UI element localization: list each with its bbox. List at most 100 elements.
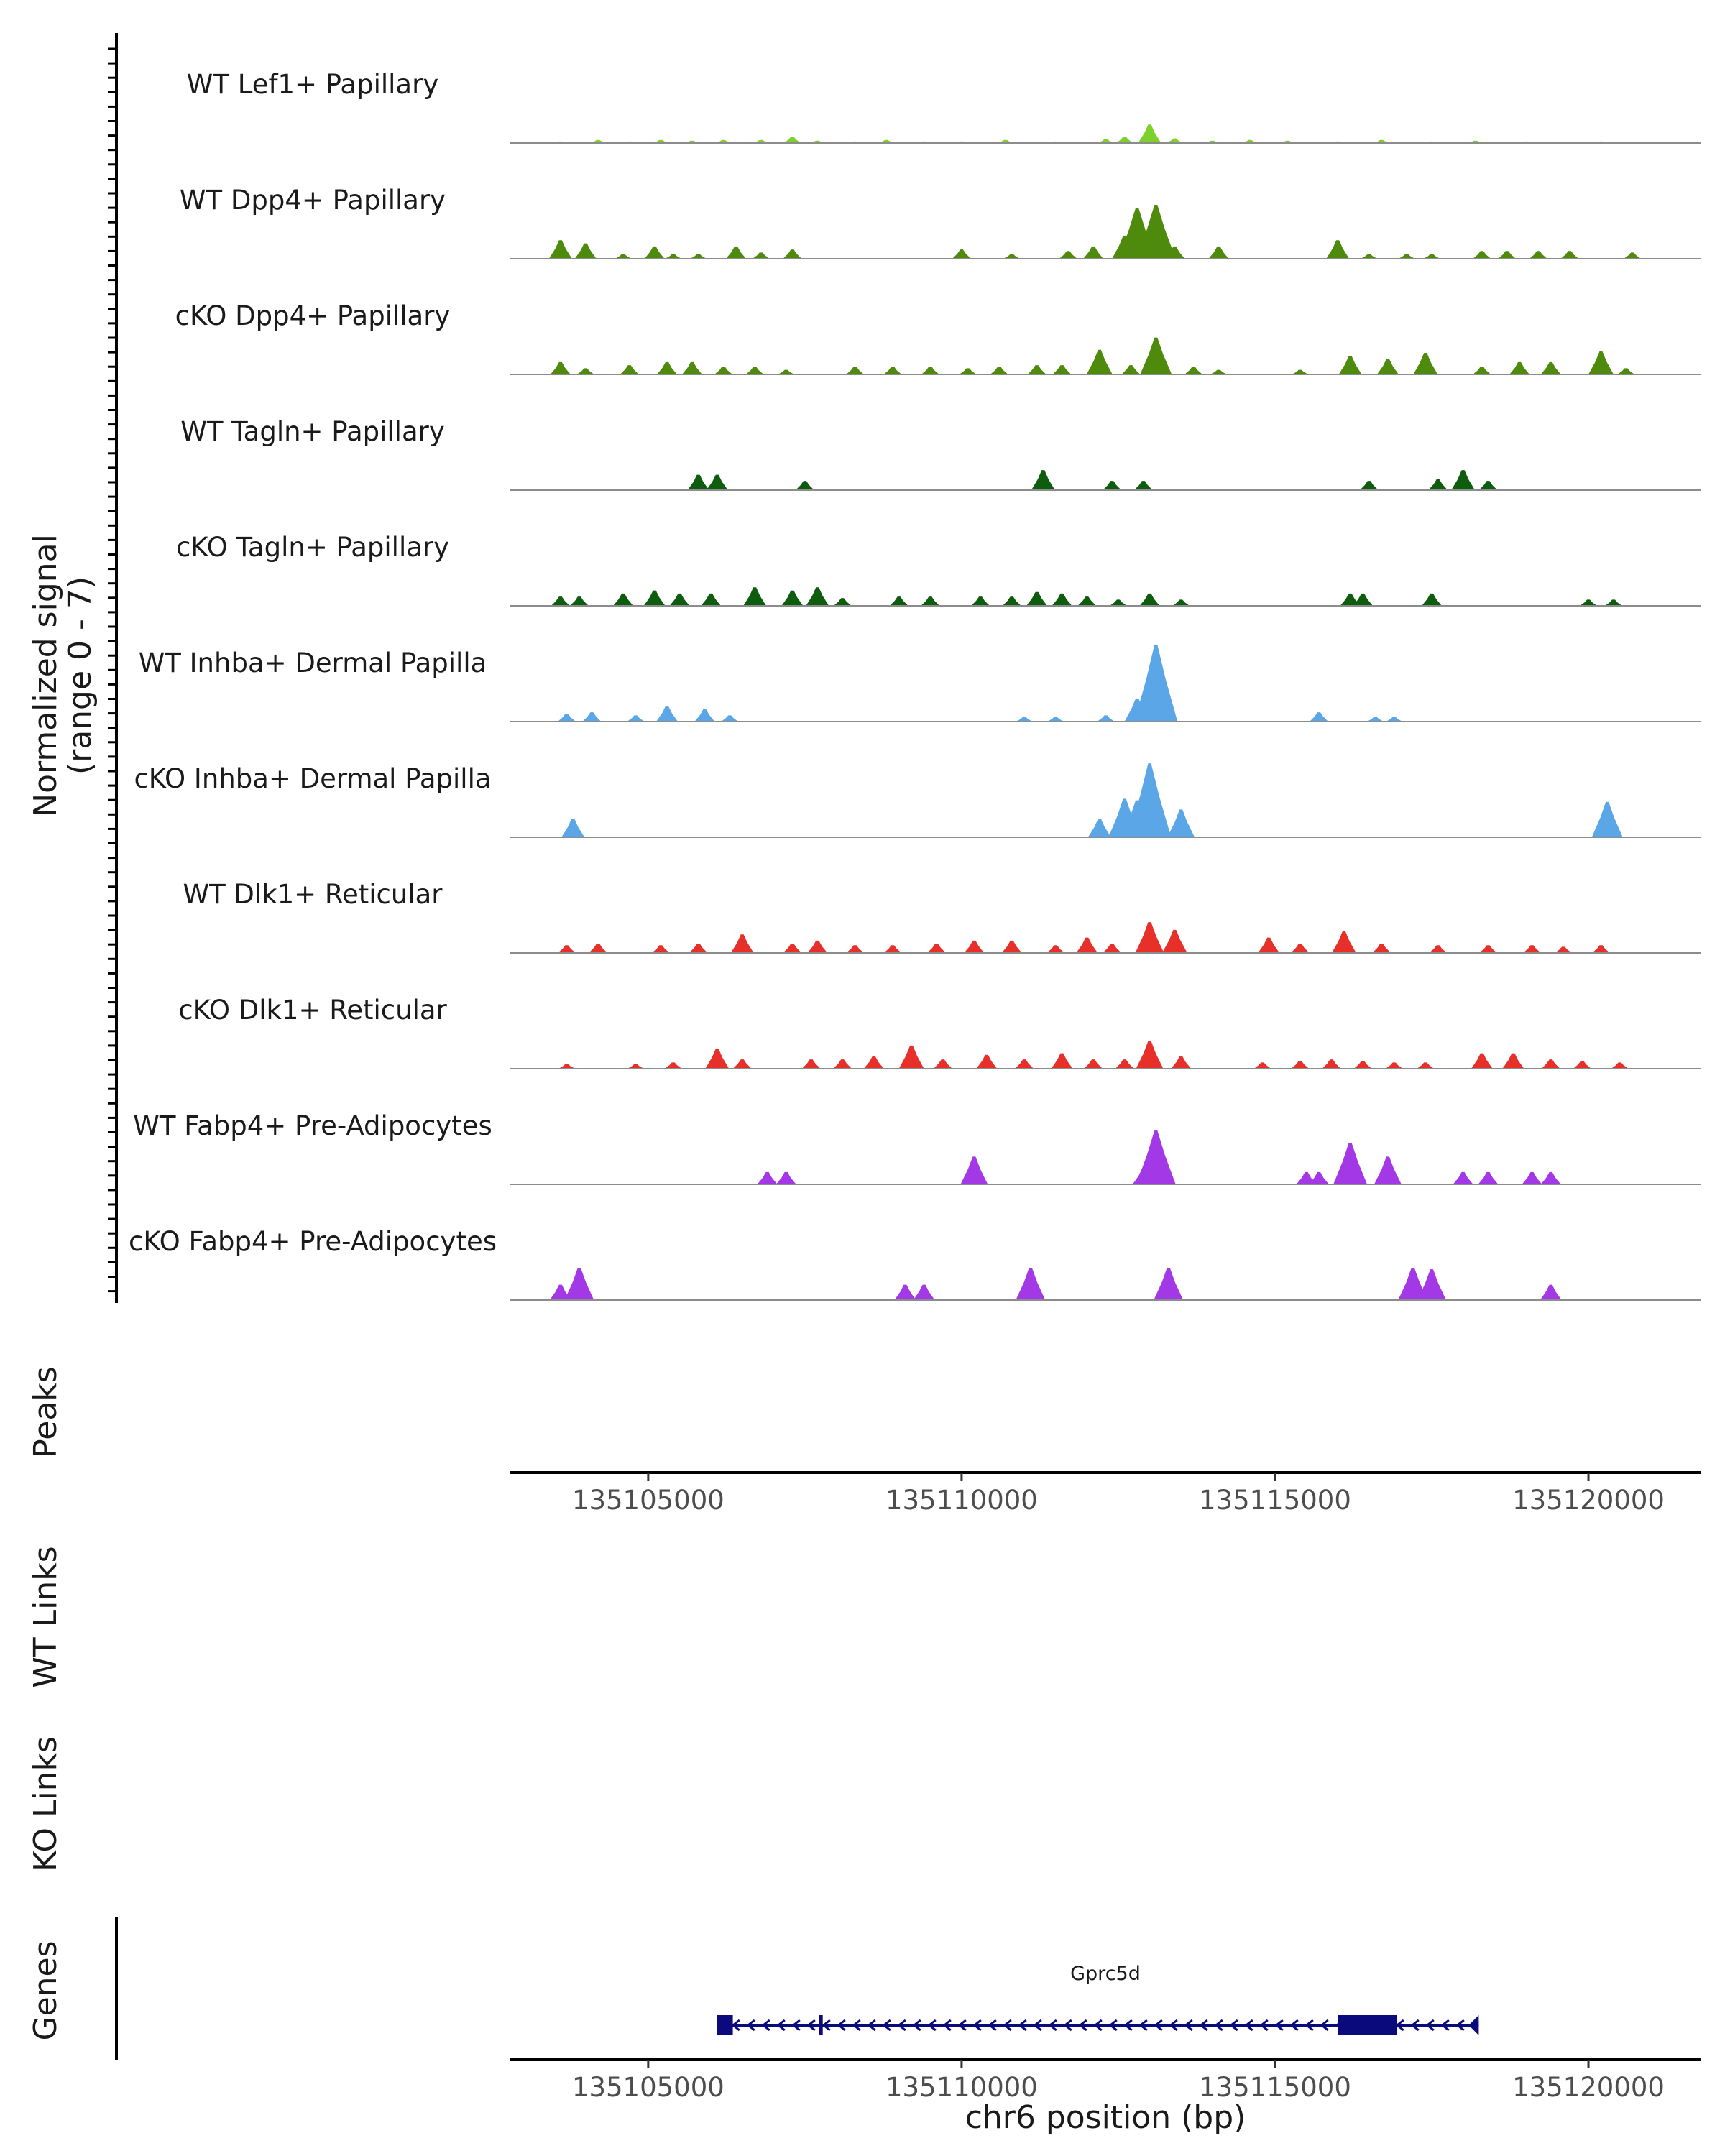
signal-peak — [801, 1059, 821, 1069]
signal-peak — [1162, 929, 1187, 953]
strand-arrow-icon — [988, 2019, 997, 2032]
strand-arrow-icon — [1425, 2019, 1435, 2032]
strand-arrow-icon — [1138, 2019, 1148, 2032]
signal-peak — [1167, 809, 1195, 837]
signal-peak — [913, 1284, 935, 1300]
signal-peak — [1164, 246, 1185, 259]
signal-peak — [883, 945, 902, 953]
strand-arrow-icon — [1274, 2019, 1284, 2032]
signal-peak — [1555, 946, 1573, 953]
signal-peak — [846, 367, 865, 374]
signal-peak — [1359, 481, 1379, 490]
signal-peak — [1159, 712, 1178, 722]
signal-peak — [1374, 139, 1390, 143]
signal-peak — [1098, 139, 1114, 143]
x-axis-bottom-tick-label: 135120000 — [1512, 2072, 1665, 2103]
gene-start-cap — [1468, 2015, 1479, 2035]
signal-peak — [1052, 365, 1072, 374]
signal-peak — [1385, 1062, 1403, 1069]
signal-peak — [576, 368, 594, 374]
signal-peak — [1135, 922, 1164, 953]
signal-peak — [783, 137, 801, 143]
strand-arrow-icon — [1229, 2019, 1238, 2032]
signal-peak — [1604, 599, 1622, 606]
signal-peak — [833, 598, 852, 606]
signal-peak — [1136, 1130, 1176, 1184]
strand-arrow-icon — [837, 2019, 846, 2032]
signal-peak — [714, 367, 732, 374]
signal-peak — [1338, 356, 1362, 374]
signal-peak — [1423, 254, 1440, 259]
signal-peak — [1367, 717, 1384, 722]
signal-peak — [613, 593, 633, 606]
signal-peak — [1292, 369, 1309, 374]
strand-arrow-icon — [867, 2019, 876, 2032]
signal-peak — [644, 246, 665, 259]
strand-arrow-icon — [1093, 2019, 1103, 2032]
signal-peak — [1015, 1059, 1034, 1069]
signal-peak — [1254, 1062, 1271, 1069]
signal-peak — [1453, 1171, 1473, 1184]
signal-peak — [1076, 937, 1098, 953]
strand-arrow-icon — [776, 2019, 786, 2032]
track-label: cKO Dlk1+ Reticular — [178, 995, 447, 1026]
strand-arrow-icon — [957, 2019, 967, 2032]
signal-peak — [952, 249, 971, 259]
signal-peak — [701, 593, 722, 606]
strand-arrow-icon — [822, 2019, 831, 2032]
signal-peak — [1624, 252, 1642, 259]
signal-peak — [1361, 254, 1378, 259]
signal-peak — [1184, 367, 1203, 374]
strand-arrow-icon — [731, 2019, 740, 2032]
strand-arrow-icon — [1184, 2019, 1193, 2032]
signal-peak — [783, 249, 802, 259]
signal-peak — [1166, 138, 1183, 143]
signal-peak — [1121, 365, 1141, 374]
signal-peak — [1478, 1171, 1499, 1184]
track-label: WT Inhba+ Dermal Papilla — [139, 648, 487, 678]
signal-peak — [1291, 1061, 1310, 1069]
signal-peak — [1046, 945, 1065, 953]
signal-peak — [657, 361, 677, 374]
signal-peak — [1471, 1053, 1493, 1069]
signal-peak — [651, 945, 670, 953]
signal-peak — [1429, 945, 1448, 953]
track-9: cKO Dlk1+ Reticular — [178, 995, 1701, 1069]
track-label: WT Fabp4+ Pre-Adipocytes — [133, 1110, 492, 1141]
signal-peak — [1451, 470, 1476, 490]
signal-peak — [653, 139, 669, 143]
signal-peak — [889, 596, 908, 606]
track-label: WT Tagln+ Papillary — [180, 416, 445, 447]
signal-peak — [976, 1054, 998, 1069]
signal-peak — [807, 940, 828, 953]
x-axis-bottom-tick-label: 135105000 — [572, 2072, 724, 2103]
signal-peak — [1478, 481, 1498, 490]
signal-peak — [1417, 1062, 1435, 1069]
signal-peak — [778, 369, 795, 374]
signal-peak — [1529, 251, 1547, 259]
y-axis-range-label: (range 0 - 7) — [62, 576, 98, 775]
signal-peak — [558, 1064, 575, 1069]
signal-peak — [627, 715, 645, 722]
signal-peak — [1422, 593, 1442, 606]
signal-peak — [1580, 599, 1597, 606]
signal-peak — [1103, 481, 1122, 490]
x-axis-top-tick-label: 135115000 — [1199, 1485, 1351, 1516]
strand-arrow-icon — [972, 2019, 982, 2032]
gene-exon — [717, 2015, 733, 2035]
strand-arrow-icon — [1003, 2019, 1012, 2032]
signal-peak — [669, 593, 690, 606]
signal-peak — [620, 365, 639, 374]
signal-peak — [833, 1059, 852, 1069]
signal-peak — [1097, 715, 1115, 722]
signal-peak — [1473, 251, 1491, 259]
signal-peak — [726, 246, 746, 259]
peaks-track-label: Peaks — [27, 1366, 64, 1457]
signal-peak — [1047, 717, 1064, 722]
signal-peak — [1473, 367, 1491, 374]
signal-peak — [1498, 251, 1517, 259]
signal-peak — [1413, 353, 1438, 374]
signal-peak — [757, 1171, 778, 1184]
strand-arrow-icon — [806, 2019, 816, 2032]
x-axis-bottom-tick-label: 135110000 — [886, 2072, 1038, 2103]
